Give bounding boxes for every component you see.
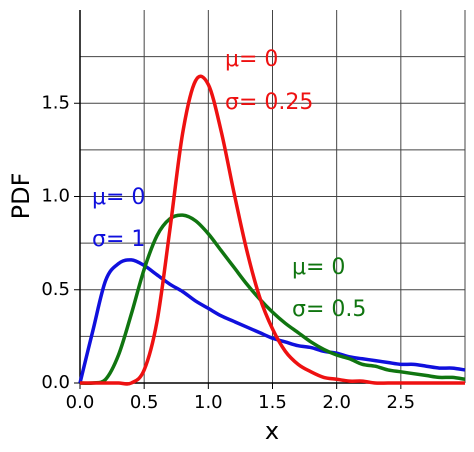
x-axis-label: x [265,417,279,445]
x-tick-label: 0.5 [130,392,159,413]
x-tick-label: 2.5 [387,392,416,413]
x-tick-label: 1.5 [258,392,287,413]
y-tick-label: 0.0 [41,372,70,393]
x-tick-label: 0.0 [66,392,95,413]
x-tick-label: 2.0 [322,392,351,413]
annotation: μ= 0 [292,255,345,280]
line [80,74,465,386]
x-tick-label: 1.0 [194,392,223,413]
annotation: μ= 0 [92,185,145,210]
y-tick-label: 1.0 [41,186,70,207]
line [79,213,466,386]
annotation: σ= 0.25 [225,90,313,115]
annotation: μ= 0 [225,47,278,72]
y-axis-label: PDF [7,173,35,220]
annotation: σ= 1 [92,227,145,252]
annotation: σ= 0.5 [292,297,366,322]
y-tick-label: 1.5 [41,92,70,113]
y-tick-label: 0.5 [41,279,70,300]
